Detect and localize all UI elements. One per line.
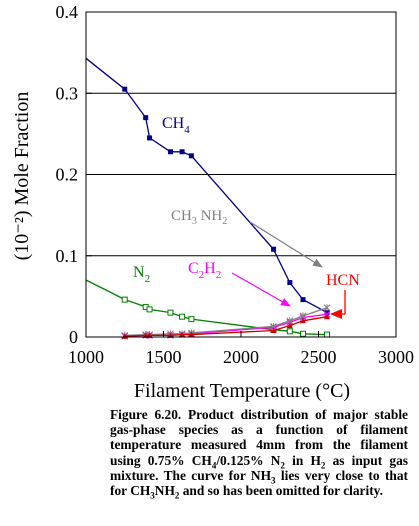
n2-point <box>121 296 128 303</box>
ch4-point <box>179 149 185 155</box>
ch4-point <box>188 153 194 159</box>
plot-area <box>85 11 397 338</box>
ch4-point <box>147 135 153 141</box>
x-tick-label: 1500 <box>146 347 182 367</box>
n2-point <box>146 306 153 313</box>
grid-lines <box>86 92 396 257</box>
ch3nh2-arrow <box>249 221 323 268</box>
hcn-point <box>324 313 331 320</box>
figure-caption: Figure 6.20. Product distribution of maj… <box>110 407 409 501</box>
y-tick-label: 0.4 <box>56 2 79 22</box>
axes: 0 0.1 0.2 0.3 0.4 1000 1500 2000 2500 3000 <box>56 2 415 367</box>
ch3nh2-point <box>323 304 331 312</box>
y-tick-label: 0 <box>69 327 78 347</box>
ch4-label: CH4 <box>162 115 190 136</box>
hcn-point <box>270 327 277 333</box>
y-tick-label: 0.3 <box>56 83 79 103</box>
x-tick-label: 2500 <box>301 347 337 367</box>
ch4-point <box>167 149 173 155</box>
n2-point <box>188 316 195 323</box>
y-tick-label: 0.2 <box>56 165 79 185</box>
ch3nh2-curve <box>124 307 328 337</box>
n2-point <box>324 331 331 338</box>
x-tick-label: 3000 <box>378 347 414 367</box>
ch4-point <box>287 280 293 286</box>
y-axis-title: (10⁻²) Mole Fraction <box>11 92 33 261</box>
n2-label: N2 <box>133 264 150 285</box>
hcn-point <box>300 317 306 324</box>
caption-figure-label: Figure 6.20. <box>110 407 182 422</box>
ch4-curve <box>124 88 328 314</box>
n2-point <box>167 309 174 316</box>
ch4-point <box>324 310 330 316</box>
hcn-point <box>188 331 195 338</box>
ch4-point <box>300 297 306 303</box>
ch4-curve-lead <box>85 57 126 90</box>
hcn-point <box>179 331 186 338</box>
n2-point <box>300 330 306 337</box>
hcn-curve <box>124 316 328 337</box>
caption-text: Figure 6.20. Product distribution of maj… <box>110 407 409 501</box>
x-axis-title: Filament Temperature (°C) <box>134 380 350 402</box>
x-tick-label: 2000 <box>223 347 259 367</box>
n2-curve <box>124 298 328 336</box>
x-tick-label: 1000 <box>68 347 104 367</box>
ch4-point <box>271 246 277 252</box>
ch3nh2-label: CH3 NH2 <box>171 208 227 227</box>
hcn-label: HCN <box>326 272 360 289</box>
y-tick-label: 0.1 <box>56 246 79 266</box>
ch4-point <box>122 86 128 92</box>
series-layer <box>85 57 331 340</box>
chart: 0 0.1 0.2 0.3 0.4 1000 1500 2000 2500 3000 CH4 CH… <box>11 2 415 402</box>
n2-curve-lead <box>85 279 126 301</box>
hcn-point <box>286 322 293 329</box>
ch4-point <box>143 115 149 121</box>
c2h2-label: C2H2 <box>188 260 221 281</box>
n2-point <box>179 313 186 320</box>
c2h2-arrow <box>231 272 291 307</box>
n2-point <box>286 328 293 335</box>
